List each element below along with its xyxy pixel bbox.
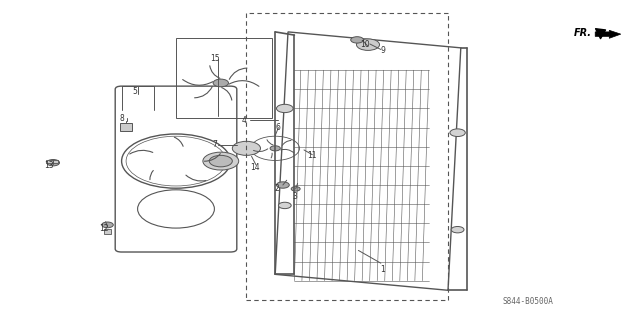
Circle shape <box>213 79 228 87</box>
Circle shape <box>276 182 289 188</box>
Text: 15: 15 <box>210 54 220 63</box>
Circle shape <box>47 160 60 166</box>
Text: 2: 2 <box>274 184 279 193</box>
Circle shape <box>278 202 291 209</box>
Text: 7: 7 <box>212 140 218 149</box>
Circle shape <box>451 226 464 233</box>
Circle shape <box>450 129 465 137</box>
Text: S844-B0500A: S844-B0500A <box>502 297 554 306</box>
Circle shape <box>356 39 380 50</box>
Text: 14: 14 <box>250 163 260 172</box>
Text: 6: 6 <box>276 123 281 132</box>
Circle shape <box>291 187 300 191</box>
Text: 12: 12 <box>99 224 108 233</box>
Circle shape <box>203 152 239 170</box>
Text: FR.: FR. <box>573 28 591 39</box>
Text: 1: 1 <box>380 265 385 274</box>
Circle shape <box>270 146 280 151</box>
Text: 3: 3 <box>292 192 297 201</box>
Text: 11: 11 <box>308 151 317 160</box>
Text: 4: 4 <box>242 116 247 125</box>
Text: 9: 9 <box>380 46 385 55</box>
Text: 5: 5 <box>132 87 137 96</box>
Text: 8: 8 <box>119 114 124 123</box>
Circle shape <box>232 141 260 155</box>
Text: 10: 10 <box>360 40 370 49</box>
FancyArrowPatch shape <box>596 29 605 39</box>
Circle shape <box>351 37 364 43</box>
Text: 13: 13 <box>44 161 54 170</box>
Bar <box>46 160 58 163</box>
Circle shape <box>102 222 113 228</box>
Bar <box>104 229 111 234</box>
Circle shape <box>209 155 232 167</box>
Bar <box>120 123 132 131</box>
Circle shape <box>276 104 293 113</box>
Polygon shape <box>595 30 621 38</box>
Bar <box>176 38 272 118</box>
